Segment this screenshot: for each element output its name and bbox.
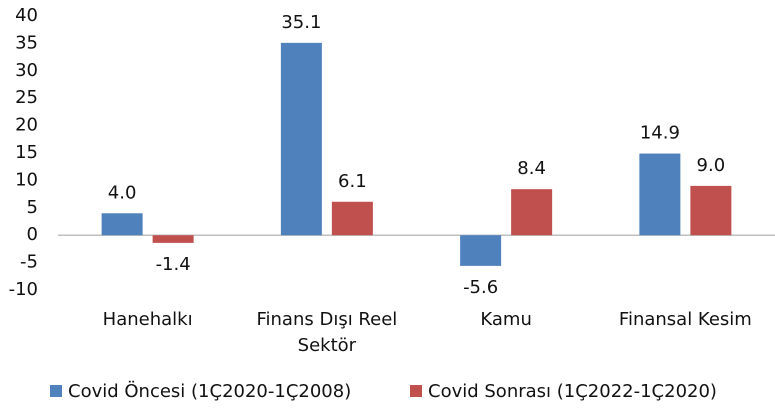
data-label: 35.1 xyxy=(281,12,321,33)
data-label: -5.6 xyxy=(463,277,498,298)
legend-swatch xyxy=(50,385,62,397)
bar xyxy=(639,153,681,236)
data-label: -1.4 xyxy=(156,254,191,275)
y-tick-label: 10 xyxy=(15,169,38,190)
y-tick-label: 25 xyxy=(15,87,38,108)
bar xyxy=(690,185,732,236)
x-tick-label: Hanehalkı xyxy=(103,309,193,330)
bar xyxy=(101,213,143,236)
bar xyxy=(331,201,373,236)
data-label: 4.0 xyxy=(108,182,137,203)
y-tick-label: 40 xyxy=(15,5,38,26)
legend-label: Covid Öncesi (1Ç2020-1Ç2008) xyxy=(68,380,351,402)
y-tick-label: 35 xyxy=(15,32,38,53)
legend-label: Covid Sonrası (1Ç2022-1Ç2020) xyxy=(428,381,717,402)
bar xyxy=(460,235,502,266)
y-tick-label: 5 xyxy=(27,197,38,218)
bar xyxy=(152,235,194,243)
y-tick-label: 30 xyxy=(15,60,38,81)
data-label: 9.0 xyxy=(697,155,726,176)
x-tick-label: Kamu xyxy=(480,309,531,330)
data-label: 6.1 xyxy=(338,171,367,192)
y-tick-label: 0 xyxy=(27,224,38,245)
bar xyxy=(280,42,322,236)
y-tick-label: -5 xyxy=(20,252,38,273)
y-tick-label: -10 xyxy=(9,279,38,300)
data-label: 14.9 xyxy=(640,123,680,144)
y-tick-label: 20 xyxy=(15,115,38,136)
x-tick-label: Finans Dışı Reel Sektör xyxy=(256,309,397,356)
bar xyxy=(511,189,553,236)
x-tick-label: Finansal Kesim xyxy=(619,309,752,330)
legend-swatch xyxy=(410,385,422,397)
y-tick-label: 15 xyxy=(15,142,38,163)
data-label: 8.4 xyxy=(517,158,546,179)
